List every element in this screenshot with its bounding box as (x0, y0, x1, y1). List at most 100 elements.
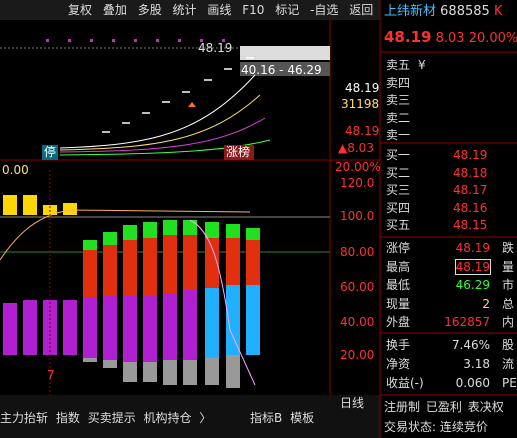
axis-label: 20.00 (340, 348, 375, 362)
tab[interactable]: 买卖提示 (87, 411, 136, 425)
tag: 停 (44, 145, 57, 159)
stock-code: 688585 (440, 4, 490, 19)
axis-label: 48.19 (345, 124, 380, 138)
columns (3, 195, 260, 388)
indicator-line (0, 209, 251, 261)
axis-label: 20.00% (335, 160, 381, 174)
ma-line (59, 94, 261, 151)
flag: 已盈利 (425, 400, 462, 414)
quote-price: 48.19 8.03 20.00% (384, 30, 517, 46)
indicator-line (189, 219, 256, 386)
axis-label: 48.19 (345, 81, 380, 95)
axis-label: 31198 (341, 97, 380, 111)
tool-button[interactable]: 返回 (349, 3, 374, 17)
row-label: 卖五 (386, 58, 411, 72)
row-label: 最低 (386, 278, 411, 292)
tool-button[interactable]: 画线 (207, 3, 232, 17)
row-value: 0.060 (455, 376, 490, 390)
toolbar-bg (0, 0, 380, 20)
ma-line (59, 139, 271, 156)
day-label: 7 (47, 368, 55, 382)
tab[interactable]: 机构持仓 (143, 411, 192, 425)
row-value: 7.46% (451, 338, 490, 352)
change: 8.03 (435, 31, 465, 46)
pct: 20.00% (468, 31, 517, 46)
row-value: 48.16 (453, 200, 488, 215)
row-label: 买四 (386, 200, 411, 215)
tab[interactable]: 模板 (290, 411, 315, 425)
row-value: 48.18 (453, 165, 488, 180)
row-label: 买一 (386, 148, 411, 162)
row-value: 48.15 (453, 218, 488, 232)
axis-label: 60.00 (340, 280, 375, 294)
row-value: 46.29 (455, 278, 490, 292)
suffix: K (493, 4, 503, 19)
row-label: 内 (502, 315, 515, 329)
price-tag: 48.19 (198, 41, 233, 55)
ma-line (59, 74, 256, 149)
period[interactable]: 日线 (340, 396, 365, 410)
stock-name: 上纬新材 (384, 4, 437, 19)
tool-button[interactable]: 标记 (275, 3, 300, 17)
tool-button[interactable]: F10 (242, 3, 265, 17)
row-value: 48.19 (455, 241, 490, 255)
row-label: 股 (502, 338, 515, 352)
candles (102, 57, 254, 133)
toolbar: 复权 叠加 多股 统计 画线 F10 标记 -自选 返回 (68, 3, 373, 17)
tag-bg (42, 145, 58, 160)
price-bar (240, 46, 330, 60)
tag-bg (224, 145, 254, 160)
tool-button[interactable]: 多股 (137, 3, 162, 17)
axis-label: 40.00 (340, 315, 375, 329)
row-label: 卖一 (386, 128, 411, 142)
row-label: 总 (502, 296, 515, 311)
tool-button[interactable]: 复权 (68, 3, 93, 17)
tool-button[interactable]: -自选 (310, 3, 339, 17)
bottom-right: 指标B 模板 (250, 411, 314, 425)
flag: 注册制 (384, 400, 421, 414)
row-label: 卖二 (386, 110, 411, 125)
row-label: 卖四 (386, 75, 411, 90)
row-label: 外盘 (386, 315, 411, 329)
tool-button[interactable]: 叠加 (102, 3, 127, 17)
status: 交易状态: 连续竞价 (384, 420, 488, 434)
row-label: 流 (502, 357, 515, 371)
tab[interactable]: 〉 (199, 411, 212, 425)
row-label: 市 (502, 278, 515, 292)
tag: 涨榜 (226, 145, 251, 159)
axis-label: 80.00 (340, 245, 375, 259)
ma-line (59, 117, 266, 153)
row-label: 跌 (502, 241, 515, 255)
tool-button[interactable]: 统计 (172, 3, 197, 17)
row-label: 净资 (386, 357, 411, 371)
row-value: 48.19 (453, 148, 488, 162)
axis-label: ▲8.03 (338, 141, 374, 155)
indicator-value: 0.00 (2, 163, 29, 177)
row-label: 现量 (386, 296, 411, 311)
axis-label: 100.0 (340, 209, 375, 223)
row-label: 买二 (386, 165, 411, 180)
row-value: 48.19 (454, 258, 492, 275)
row-label: 换手 (386, 338, 411, 352)
row-label: 涨停 (386, 241, 411, 255)
row-label: 卖三 (386, 93, 411, 107)
marker (188, 102, 196, 107)
tab[interactable]: 指标B (250, 411, 283, 425)
row-value: 2 (482, 296, 490, 311)
row-value: 48.17 (453, 183, 488, 197)
bottom-tabs: 主力抬斩 指数 买卖提示 机构持仓 〉 (0, 411, 211, 425)
tab[interactable]: 主力抬斩 (0, 411, 49, 425)
row-label: 买三 (386, 183, 411, 197)
row-value: ¥ (418, 58, 426, 72)
status-label: 交易状态: (384, 420, 437, 434)
price: 48.19 (384, 28, 432, 46)
dots (46, 39, 225, 42)
quote-title: 上纬新材 688585 K (384, 5, 502, 19)
row-label: PE (502, 376, 517, 390)
flags: 注册制 已盈利 表决权 (384, 400, 504, 414)
axis-label: 120.0 (340, 176, 375, 190)
row-value: 3.18 (463, 357, 490, 371)
flag: 表决权 (467, 400, 504, 414)
tab[interactable]: 指数 (55, 411, 80, 425)
